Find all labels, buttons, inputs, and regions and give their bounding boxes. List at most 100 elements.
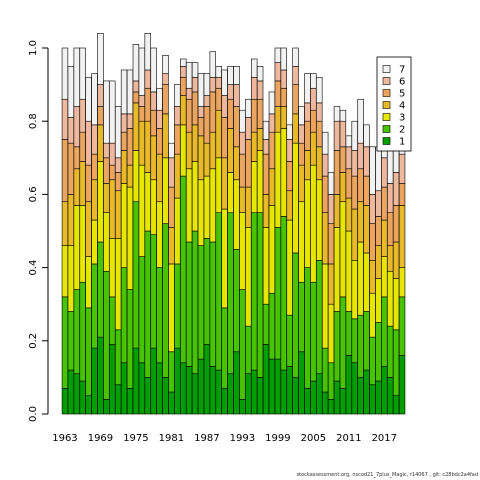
- bar-segment-1972-age-6: [114, 157, 122, 173]
- bar-segment-1968-age-2: [91, 263, 98, 349]
- bar-segment-2011-age-1: [345, 355, 353, 415]
- bar-segment-2006-age-6: [316, 102, 323, 122]
- bar-segment-2002-age-5: [292, 84, 299, 115]
- bar-segment-2003-age-5: [298, 142, 305, 166]
- bar-segment-1963-age-3: [61, 245, 69, 298]
- bar-segment-2013-age-6: [357, 142, 364, 170]
- bar-segment-2000-age-2: [280, 216, 287, 371]
- legend-swatch-5: [382, 89, 391, 97]
- bar-segment-1992-age-1: [233, 351, 240, 415]
- bar-segment-1986-age-7: [197, 73, 205, 107]
- bar-segment-1994-age-1: [245, 373, 252, 415]
- bar-segment-1978-age-6: [150, 91, 157, 111]
- legend-label-5: 5: [399, 89, 405, 100]
- bar-segment-2008-age-1: [327, 399, 335, 415]
- bar-segment-1967-age-2: [85, 307, 92, 396]
- bar-segment-1973-age-7: [120, 69, 128, 115]
- bar-segment-1995-age-7: [251, 58, 258, 78]
- bar-segment-1979-age-7: [156, 87, 163, 111]
- bar-segment-2018-age-2: [387, 325, 394, 378]
- bar-segment-2016-age-4: [375, 245, 382, 279]
- bar-segment-1973-age-3: [120, 183, 128, 268]
- bar-segment-1990-age-4: [221, 157, 228, 210]
- bar-segment-1997-age-2: [262, 303, 270, 345]
- bar-segment-1985-age-3: [191, 161, 199, 232]
- bar-segment-1993-age-7: [239, 109, 246, 133]
- bar-segment-1999-age-2: [274, 227, 282, 360]
- bar-segment-1971-age-5: [109, 164, 116, 181]
- bar-segment-2012-age-1: [351, 362, 358, 415]
- bar-segment-2006-age-2: [316, 259, 323, 375]
- bar-segment-2001-age-1: [286, 366, 293, 415]
- bar-segment-1990-age-3: [221, 208, 228, 309]
- bar-segment-2011-age-6: [345, 146, 353, 170]
- bar-segment-2017-age-4: [381, 219, 388, 257]
- bar-segment-1993-age-5: [239, 153, 246, 188]
- bar-segment-1983-age-5: [180, 76, 187, 96]
- bar-segment-1966-age-7: [79, 47, 86, 100]
- bar-segment-2014-age-3: [363, 252, 370, 312]
- bar-segment-2007-age-6: [321, 153, 329, 177]
- bar-segment-1991-age-6: [227, 84, 234, 100]
- bar-segment-1987-age-3: [203, 175, 211, 239]
- legend-swatch-7: [382, 65, 391, 73]
- bar-area: [61, 33, 406, 415]
- bar-segment-1976-age-6: [138, 95, 146, 107]
- bar-segment-1978-age-2: [150, 234, 157, 349]
- bar-segment-1963-age-4: [61, 201, 69, 246]
- bar-segment-2017-age-1: [381, 366, 388, 415]
- bar-segment-2008-age-3: [327, 303, 335, 364]
- bar-segment-2005-age-6: [310, 87, 317, 111]
- bar-segment-2008-age-7: [327, 172, 335, 195]
- bar-segment-1996-age-4: [256, 128, 264, 151]
- bar-segment-2003-age-1: [298, 351, 305, 415]
- bar-segment-2003-age-2: [298, 281, 305, 353]
- bar-segment-2002-age-6: [292, 66, 299, 85]
- bar-segment-1992-age-4: [233, 146, 240, 181]
- legend-box: [376, 56, 412, 152]
- bar-segment-2010-age-1: [339, 388, 347, 415]
- x-tick-label: 1999: [265, 433, 290, 444]
- bar-segment-1996-age-7: [256, 66, 264, 82]
- bar-segment-2002-age-2: [292, 252, 299, 378]
- bar-segment-2003-age-7: [298, 106, 305, 126]
- bar-segment-1966-age-1: [79, 380, 86, 415]
- bar-segment-2005-age-2: [310, 281, 317, 382]
- bar-segment-1980-age-2: [162, 223, 169, 378]
- bar-segment-1989-age-1: [215, 369, 222, 415]
- bar-segment-1993-age-6: [239, 131, 246, 155]
- x-tick-label: 2017: [372, 433, 397, 444]
- bar-segment-2004-age-1: [304, 388, 311, 415]
- bar-segment-1995-age-5: [251, 98, 258, 133]
- bar-segment-1964-age-5: [67, 142, 75, 195]
- bar-segment-2008-age-6: [327, 194, 335, 224]
- bar-segment-1987-age-2: [203, 238, 211, 345]
- bar-segment-2015-age-5: [369, 223, 376, 261]
- bar-segment-1998-age-1: [268, 358, 276, 415]
- bar-segment-1997-age-3: [262, 227, 270, 305]
- bar-segment-1976-age-5: [138, 106, 146, 122]
- bar-segment-1976-age-4: [138, 120, 146, 166]
- bar-segment-1998-age-6: [268, 113, 276, 133]
- bar-segment-1971-age-2: [109, 296, 116, 345]
- bar-segment-2003-age-4: [298, 164, 305, 203]
- bar-segment-1980-age-5: [162, 84, 169, 115]
- bar-segment-1967-age-3: [85, 256, 92, 309]
- bar-segment-1985-age-6: [191, 76, 199, 93]
- bar-segment-1988-age-5: [209, 91, 216, 133]
- bar-segment-1965-age-4: [73, 168, 80, 206]
- bar-segment-1964-age-7: [67, 66, 75, 118]
- bar-segment-2008-age-5: [327, 223, 335, 265]
- x-tick-label: 1963: [52, 433, 77, 444]
- bar-segment-2009-age-2: [333, 311, 341, 382]
- bar-segment-2015-age-2: [369, 336, 376, 386]
- bar-segment-1983-age-6: [180, 66, 187, 78]
- bar-segment-1968-age-4: [91, 179, 98, 221]
- bar-segment-1983-age-7: [180, 58, 187, 67]
- bar-segment-1984-age-5: [185, 98, 193, 133]
- x-tick-label: 2011: [336, 433, 361, 444]
- bar-segment-1989-age-5: [215, 87, 222, 111]
- bar-segment-1998-age-4: [268, 168, 276, 206]
- bar-segment-1990-age-5: [221, 117, 228, 159]
- bar-segment-2019-age-3: [392, 278, 400, 331]
